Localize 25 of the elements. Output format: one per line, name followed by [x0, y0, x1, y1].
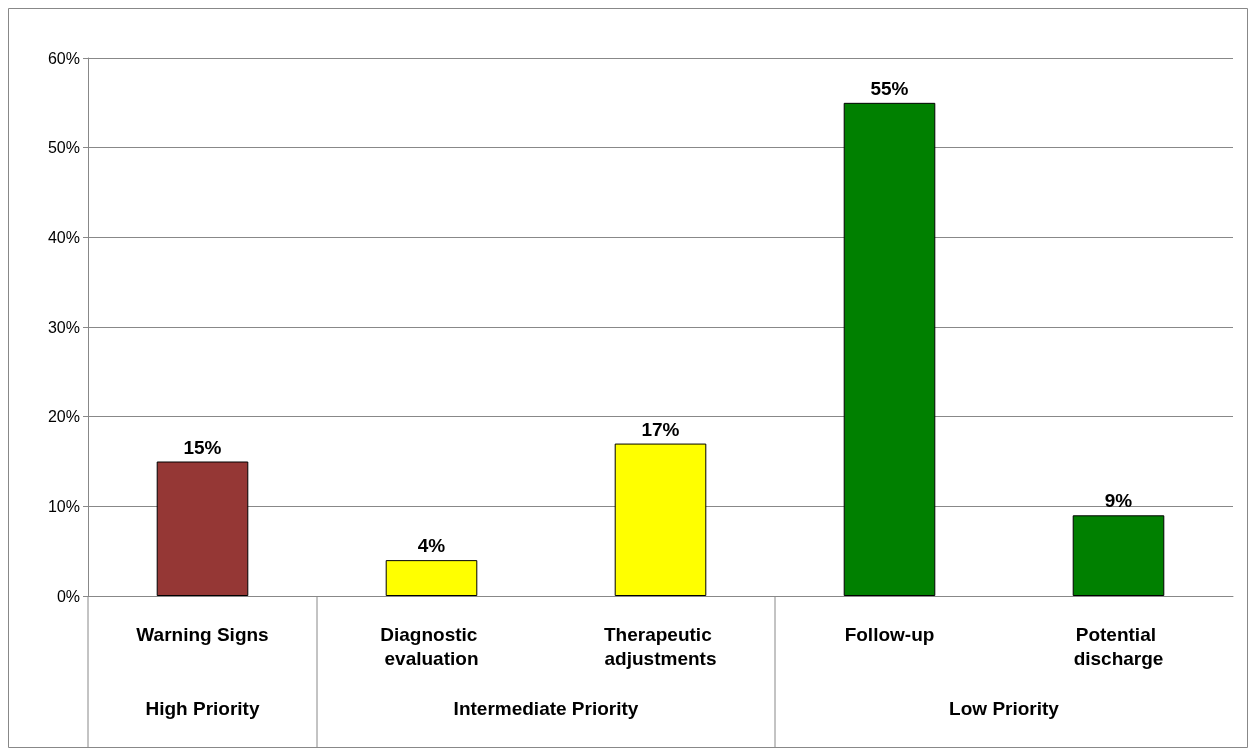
text: Intermediate Priority [453, 697, 639, 719]
data-label: 9% [1104, 490, 1133, 512]
data-label: 55% [870, 77, 909, 99]
text: High Priority [145, 697, 260, 719]
bar [843, 102, 936, 596]
data-label: 4% [417, 535, 446, 557]
y-tick-label: 60% [47, 49, 80, 67]
x-tick-label: Therapeutic adjustments [604, 623, 717, 669]
bar [156, 461, 249, 596]
bar [614, 443, 707, 596]
data-label: 15% [183, 436, 222, 458]
bar [385, 560, 478, 596]
y-tick-label: 40% [47, 228, 80, 246]
x-tick-label: Diagnostic evaluation [380, 623, 483, 669]
data-label: 17% [641, 418, 680, 440]
y-tick-label: 50% [47, 139, 80, 157]
y-tick-label: 10% [47, 497, 80, 515]
y-tick-label: 30% [47, 318, 80, 336]
x-tick-label: Follow-up [844, 623, 935, 645]
text: Low Priority [949, 697, 1060, 719]
y-tick-label: 0% [56, 587, 80, 605]
x-tick-label: Potential discharge [1073, 623, 1164, 669]
y-tick-label: 20% [47, 408, 80, 426]
bar [1072, 515, 1165, 596]
x-tick-label: Warning Signs [136, 623, 269, 645]
